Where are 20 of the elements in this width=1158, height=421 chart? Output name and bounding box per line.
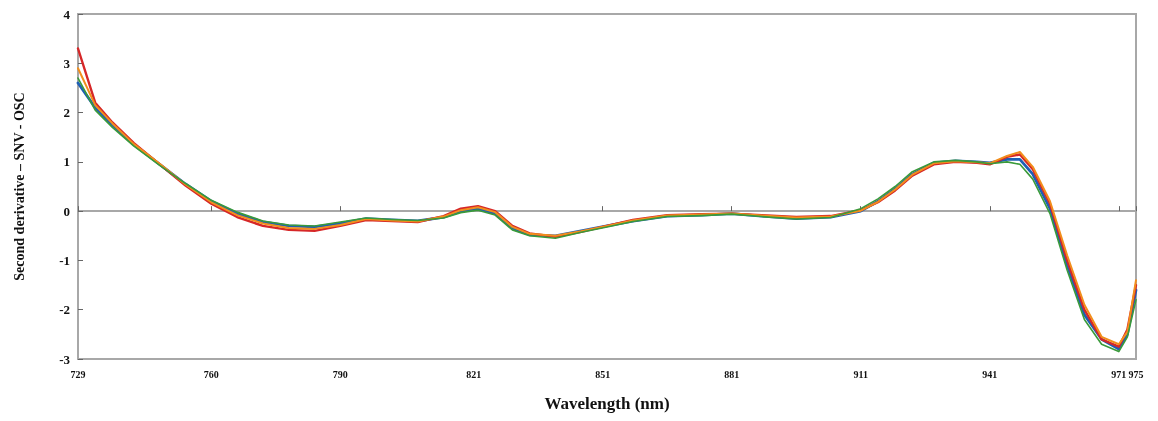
x-tick-label: 760 [203, 368, 219, 380]
y-tick-label: 4 [63, 6, 71, 22]
y-tick-label: -1 [59, 252, 70, 268]
y-tick-label: 1 [63, 154, 70, 170]
x-tick-label: 729 [70, 368, 86, 380]
y-tick-label: 2 [63, 105, 70, 121]
x-tick-label: 941 [982, 368, 998, 380]
x-tick-label: 971 [1111, 368, 1127, 380]
x-tick-label: 911 [853, 368, 868, 380]
y-axis-title: Second derivative – SNV - OSC [11, 92, 27, 281]
x-tick-label: 851 [595, 368, 611, 380]
x-tick-label: 790 [332, 368, 348, 380]
x-tick-label: 821 [466, 368, 482, 380]
x-axis-title: Wavelength (nm) [544, 394, 670, 413]
y-tick-label: -2 [59, 302, 70, 318]
x-tick-label: 975 [1128, 368, 1144, 380]
y-tick-label: 3 [63, 55, 71, 71]
y-tick-label: -3 [59, 351, 71, 367]
x-tick-label: 881 [724, 368, 740, 380]
y-tick-label: 0 [63, 203, 70, 219]
